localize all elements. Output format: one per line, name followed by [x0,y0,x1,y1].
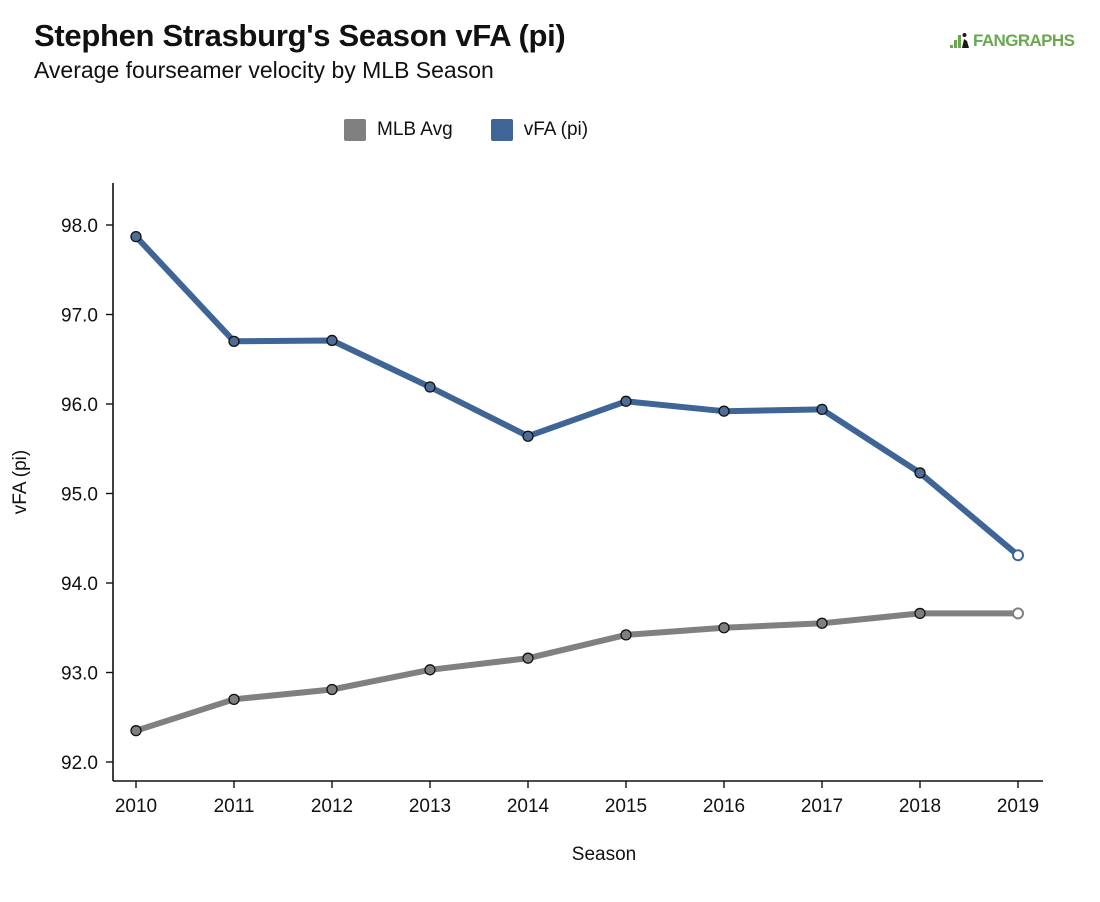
data-point-mlb-avg[interactable] [620,629,632,641]
x-tick-label: 2012 [311,796,353,817]
x-tick-label: 2011 [214,796,255,817]
y-tick-label: 98.0 [61,216,98,237]
legend-label-vfa: vFA (pi) [523,119,589,140]
y-axis-label: vFA (pi) [10,450,31,514]
data-point-vfa[interactable] [1012,549,1024,562]
data-point-mlb-avg[interactable] [1012,607,1024,620]
legend-swatch-vfa [490,119,513,141]
x-axis-label: Season [572,844,636,865]
data-point-vfa[interactable] [620,395,632,407]
y-tick-label: 95.0 [61,485,98,506]
fangraphs-logo-text: FANGRAPHS [973,31,1075,50]
fangraphs-logo[interactable]: FANGRAPHS [950,31,1075,51]
y-tick-label: 96.0 [61,395,98,416]
fangraphs-logo-icon [950,33,969,48]
x-tick-label: 2019 [997,796,1039,817]
y-tick-label: 94.0 [61,574,98,595]
data-point-vfa[interactable] [326,334,338,347]
chart-legend: MLB Avg vFA (pi) [344,119,626,141]
data-point-mlb-avg[interactable] [424,664,436,676]
x-tick-label: 2018 [899,796,941,817]
x-tick-label: 2014 [507,796,550,817]
data-point-vfa[interactable] [130,230,142,243]
data-point-mlb-avg[interactable] [718,622,730,634]
y-tick-label: 97.0 [61,306,98,327]
chart-axis-labels: Season vFA (pi) [10,450,636,865]
chart-title: Stephen Strasburg's Season vFA (pi) [34,18,566,53]
x-tick-label: 2016 [703,796,745,817]
y-tick-label: 92.0 [61,753,98,774]
data-point-vfa[interactable] [522,430,534,442]
legend-item-mlb-avg[interactable]: MLB Avg [344,119,453,141]
chart-axes: 92.0 93.0 94.0 95.0 96.0 97.0 98.0 2010 2011 2012… [61,183,1043,817]
data-point-mlb-avg[interactable] [130,725,142,737]
data-point-mlb-avg[interactable] [228,693,240,705]
series-line-vfa [133,233,1021,559]
x-tick-label: 2015 [605,796,647,817]
legend-item-vfa[interactable]: vFA (pi) [490,119,589,141]
data-point-mlb-avg[interactable] [816,617,828,629]
data-point-vfa[interactable] [914,467,926,479]
data-point-vfa[interactable] [816,403,828,416]
legend-label-mlb-avg: MLB Avg [377,119,453,140]
legend-swatch-mlb-avg [344,119,366,141]
series-line-mlb-avg [133,610,1021,734]
data-point-vfa[interactable] [228,335,240,348]
data-point-mlb-avg[interactable] [914,607,926,620]
x-tick-label: 2010 [115,796,157,817]
x-tick-label: 2017 [801,796,843,817]
data-point-mlb-avg[interactable] [522,652,534,664]
chart-series [130,230,1024,737]
x-tick-label: 2013 [409,796,451,817]
y-tick-label: 93.0 [61,664,98,685]
chart-subtitle: Average fourseamer velocity by MLB Seaso… [34,57,494,83]
data-point-mlb-avg[interactable] [326,683,338,696]
data-point-vfa[interactable] [718,405,730,417]
data-point-vfa[interactable] [424,381,436,393]
